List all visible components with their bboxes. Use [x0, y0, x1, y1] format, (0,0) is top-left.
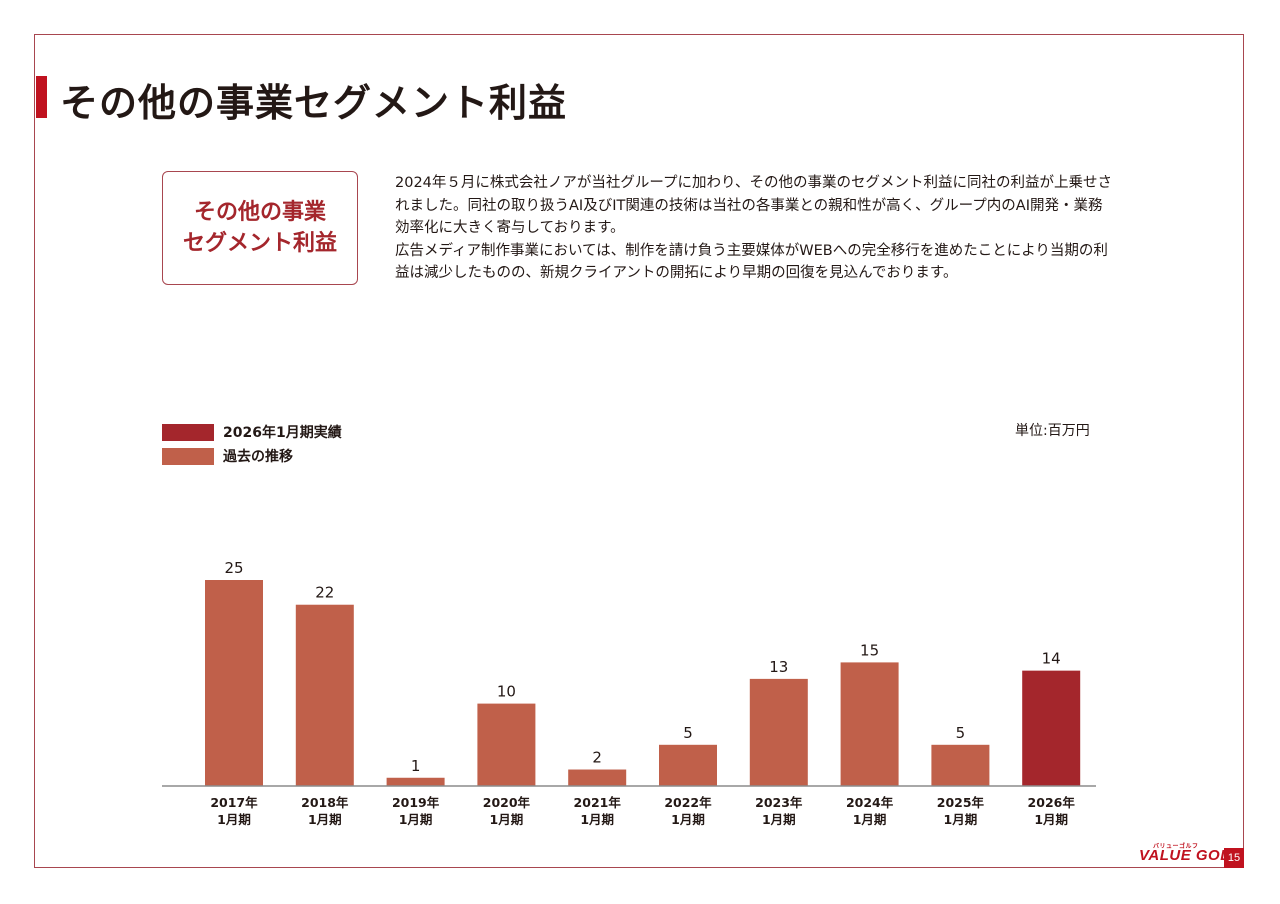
data-label: 5: [956, 724, 966, 742]
x-tick-label: 2017年: [210, 795, 258, 810]
bar: [931, 744, 990, 786]
data-label: 22: [315, 584, 334, 602]
x-tick-label: 2021年: [574, 795, 622, 810]
x-tick-label: 1月期: [490, 812, 524, 827]
x-tick-label: 1月期: [308, 812, 342, 827]
value-golf-logo: バリューゴルフ VALUE GOLF: [1139, 844, 1240, 864]
description-text: 2024年５月に株式会社ノアが当社グループに加わり、その他の事業のセグメント利益…: [395, 172, 1115, 285]
bar: [386, 777, 445, 786]
x-tick-label: 2023年: [755, 795, 803, 810]
legend-swatch-past: [162, 447, 214, 465]
x-tick-label: 1月期: [217, 812, 251, 827]
legend-item-current: 2026年1月期実績: [162, 421, 342, 443]
x-tick-label: 1月期: [399, 812, 433, 827]
x-tick-label: 1月期: [853, 812, 887, 827]
bar: [749, 678, 808, 786]
bar: [840, 662, 899, 786]
legend-label-current: 2026年1月期実績: [223, 425, 342, 441]
x-tick-label: 2019年: [392, 795, 440, 810]
slide-frame: [34, 34, 1244, 868]
page-title: その他の事業セグメント利益: [60, 81, 568, 125]
x-tick-label: 1月期: [1034, 812, 1068, 827]
data-label: 2: [592, 749, 602, 767]
x-tick-label: 2018年: [301, 795, 349, 810]
description-paragraph: 2024年５月に株式会社ノアが当社グループに加わり、その他の事業のセグメント利益…: [395, 175, 1112, 236]
data-label: 13: [769, 658, 788, 676]
page-number: 15: [1224, 848, 1244, 868]
legend-item-past: 過去の推移: [162, 445, 342, 467]
description-paragraph: 広告メディア制作事業においては、制作を請け負う主要媒体がWEBへの完全移行を進め…: [395, 242, 1108, 282]
x-tick-label: 1月期: [944, 812, 978, 827]
data-label: 1: [411, 757, 421, 775]
data-label: 5: [683, 724, 693, 742]
x-tick-label: 2020年: [483, 795, 531, 810]
x-tick-label: 1月期: [671, 812, 705, 827]
unit-label: 単位:百万円: [1015, 423, 1090, 439]
legend-label-past: 過去の推移: [223, 449, 293, 465]
bar: [659, 744, 717, 786]
legend-swatch-current: [162, 423, 214, 441]
x-tick-label: 2022年: [664, 795, 712, 810]
bar: [205, 580, 263, 786]
segment-label-line2: セグメント利益: [182, 231, 337, 256]
data-label: 25: [224, 559, 243, 577]
x-tick-label: 2026年: [1028, 795, 1076, 810]
logo-text: VALUE GOLF: [1139, 847, 1240, 864]
x-tick-label: 2024年: [846, 795, 894, 810]
data-label: 14: [1042, 650, 1061, 668]
data-label: 15: [860, 641, 879, 659]
bar: [295, 604, 354, 786]
logo-kana: バリューゴルフ: [1153, 844, 1199, 850]
x-tick-label: 1月期: [762, 812, 796, 827]
segment-label-line1: その他の事業: [193, 200, 326, 225]
chart-legend: 2026年1月期実績 過去の推移: [162, 421, 342, 469]
title-accent-bar: [36, 76, 47, 118]
bar-current: [1022, 670, 1081, 786]
segment-label-box: その他の事業 セグメント利益: [162, 171, 358, 285]
x-tick-label: 1月期: [580, 812, 614, 827]
data-label: 10: [497, 683, 516, 701]
bar: [477, 703, 536, 786]
bar: [568, 769, 627, 786]
x-tick-label: 2025年: [937, 795, 985, 810]
